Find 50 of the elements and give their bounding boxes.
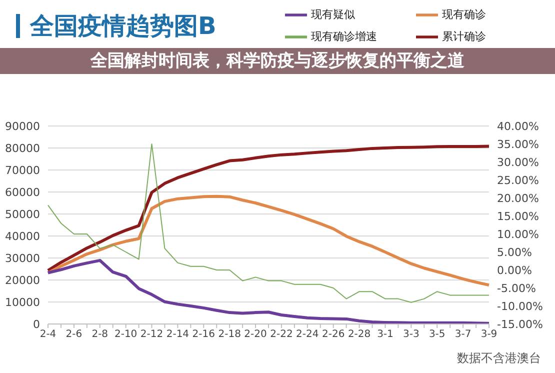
x-tick-label: 2-4 xyxy=(40,329,56,340)
line-series xyxy=(46,144,490,272)
x-tick-label: 2-8 xyxy=(92,329,108,340)
x-tick-label: 2-20 xyxy=(244,329,267,340)
x-tick-label: 3-9 xyxy=(480,329,498,340)
x-tick-label: 2-24 xyxy=(296,329,319,340)
y2-tick-label: 25.00% xyxy=(497,174,539,187)
y-tick-label: 20000 xyxy=(5,274,40,287)
y-tick-label: 90000 xyxy=(5,120,40,133)
x-tick-label: 2-14 xyxy=(166,329,190,340)
y2-tick-label: -10.00% xyxy=(497,300,543,313)
x-tick-label: 2-16 xyxy=(192,329,215,340)
chart-title: 全国疫情趋势图B xyxy=(30,11,216,42)
x-tick-label: 3-7 xyxy=(454,329,472,340)
x-tick-label: 2-10 xyxy=(114,329,138,340)
legend-label: 现有疑似 xyxy=(311,7,356,24)
line-series xyxy=(46,194,490,287)
x-tick-label: 2-18 xyxy=(218,329,241,340)
y2-tick-label: 40.00% xyxy=(497,120,539,133)
x-tick-label: 2-22 xyxy=(270,329,293,340)
legend-label: 现有确诊 xyxy=(442,7,487,24)
x-tick-label: 2-28 xyxy=(348,329,371,340)
y-tick-label: 30000 xyxy=(5,252,40,265)
text: 数据不含港澳台 xyxy=(457,350,541,367)
y2-tick-label: 15.00% xyxy=(497,210,539,223)
y-tick-label: 40000 xyxy=(5,230,40,243)
chart-subtitle: 全国解封时间表，科学防疫与逐步恢复的平衡之道 xyxy=(0,48,555,74)
y2-tick-label: 5.00% xyxy=(497,246,532,259)
y-tick-label: 60000 xyxy=(5,186,40,199)
x-tick-label: 2-12 xyxy=(140,329,164,340)
x-tick-label: 3-3 xyxy=(403,329,420,340)
x-tick-label: 2-6 xyxy=(66,329,82,340)
legend-label: 现有确诊增速 xyxy=(311,29,378,46)
y-tick-label: 80000 xyxy=(5,142,40,155)
y2-tick-label: 30.00% xyxy=(497,156,539,169)
y-tick-label: 0 xyxy=(33,318,40,331)
y-tick-label: 10000 xyxy=(5,296,40,309)
x-tick-label: 3-1 xyxy=(377,329,394,340)
x-tick-label: 2-26 xyxy=(322,329,345,340)
y-tick-label: 50000 xyxy=(5,208,40,221)
y2-tick-label: 35.00% xyxy=(497,138,539,151)
legend-label: 累计确诊 xyxy=(442,29,487,46)
y2-tick-label: -15.00% xyxy=(497,318,543,331)
y2-tick-label: 10.00% xyxy=(497,228,539,241)
x-tick-label: 3-5 xyxy=(428,329,446,340)
y-tick-label: 70000 xyxy=(5,164,40,177)
y2-tick-label: -5.00% xyxy=(497,282,536,295)
y2-tick-label: 20.00% xyxy=(497,192,539,205)
y2-tick-label: 0.00% xyxy=(497,264,532,277)
line-series xyxy=(48,144,490,303)
